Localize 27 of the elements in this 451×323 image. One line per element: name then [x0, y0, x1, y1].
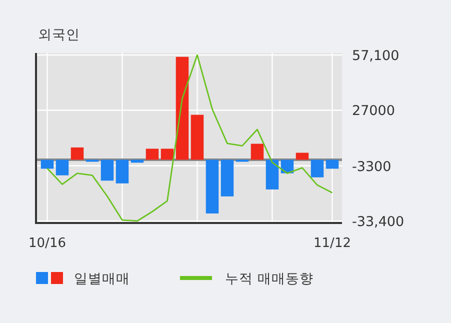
bar — [310, 160, 324, 178]
bar — [326, 160, 339, 169]
y-tick-label: 57,100 — [352, 48, 400, 64]
bar — [160, 148, 174, 160]
x-tick-label: 10/16 — [28, 236, 66, 251]
bar — [146, 148, 159, 160]
bar — [176, 56, 189, 160]
y-tick-label: -33,400 — [352, 214, 404, 230]
bar — [190, 114, 204, 160]
bar — [250, 144, 264, 160]
legend-label: 누적 매매동향 — [225, 271, 314, 287]
bar — [116, 160, 129, 184]
bar — [296, 152, 309, 160]
bar — [220, 160, 234, 196]
x-tick-label: 11/12 — [314, 236, 351, 251]
bar — [100, 160, 114, 181]
bar — [56, 160, 69, 176]
legend-label: 일별매매 — [74, 271, 130, 287]
bar — [130, 160, 144, 163]
bar — [206, 160, 219, 214]
y-tick-label: 27000 — [352, 103, 395, 120]
chart-title: 외국인 — [38, 27, 80, 43]
bar — [70, 147, 84, 160]
line-series — [46, 54, 333, 222]
bar — [40, 160, 54, 169]
y-tick-label: -3300 — [352, 158, 392, 175]
bar — [266, 160, 279, 190]
